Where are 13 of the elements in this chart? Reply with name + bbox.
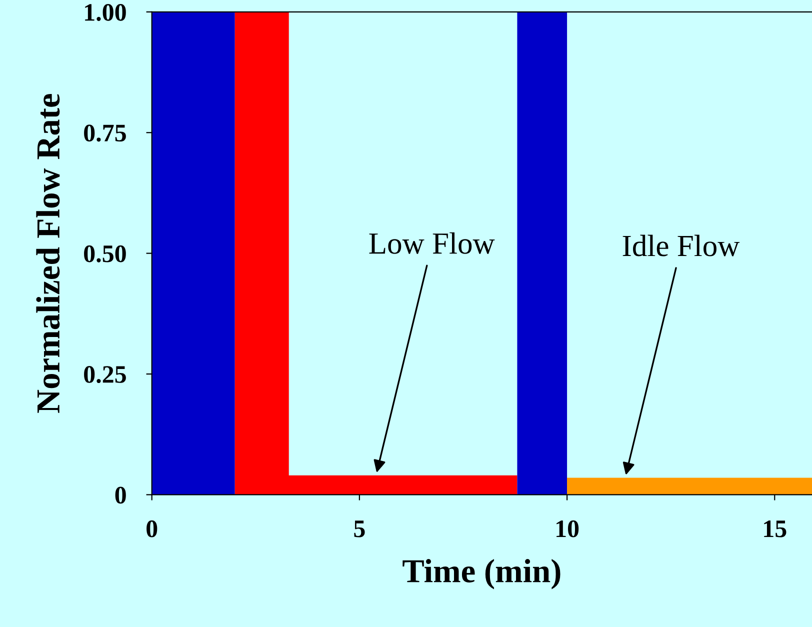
annotation: Low Flow xyxy=(369,232,495,254)
y-tick-label: 1.00 xyxy=(85,4,126,21)
x-tick-label: 10 xyxy=(556,520,579,538)
x-axis-title: Time (min) xyxy=(402,559,560,590)
y-axis-title: Normalized Flow Rate xyxy=(36,94,60,413)
x-tick-label: 15 xyxy=(764,520,786,538)
y-tick-label: 0.50 xyxy=(84,245,126,262)
x-tick-label: 0 xyxy=(146,520,158,538)
y-tick-label: 0.75 xyxy=(84,124,126,142)
y-tick-label: 0.25 xyxy=(84,366,126,384)
y-tick-label: 0 xyxy=(115,486,126,504)
annotation: Idle Flow xyxy=(622,234,740,256)
x-tick-label: 5 xyxy=(354,520,365,538)
